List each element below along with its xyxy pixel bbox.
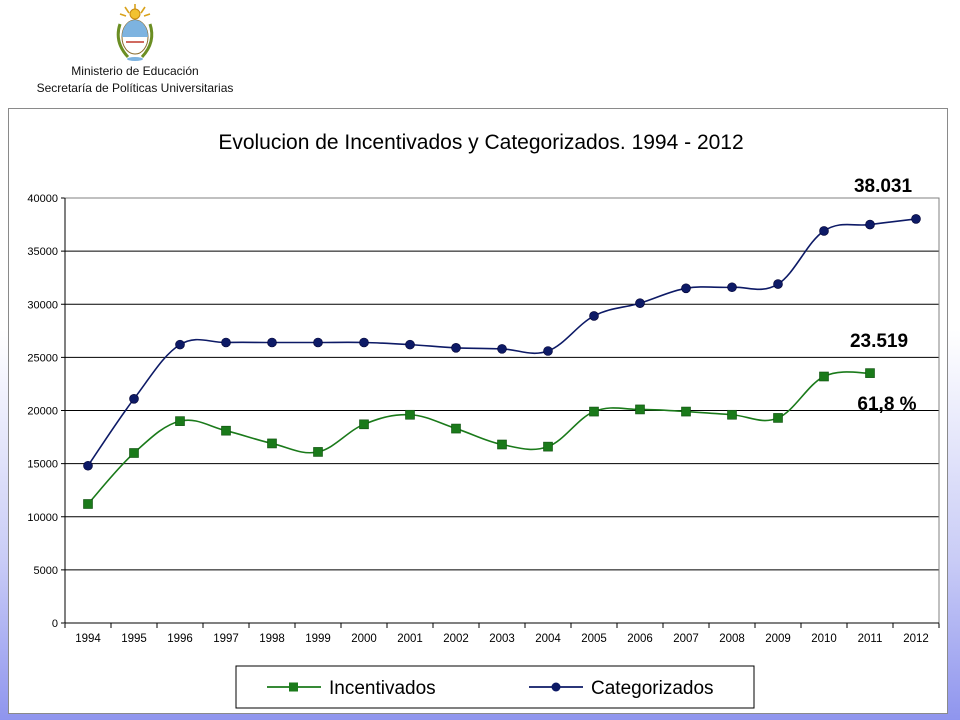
data-point xyxy=(83,499,93,509)
legend-item-categorizados: Categorizados xyxy=(529,678,714,699)
annotation-incentivados-total: 23.519 xyxy=(850,331,908,352)
legend-marker xyxy=(289,682,298,692)
x-tick-label: 2004 xyxy=(535,633,561,645)
y-tick-label: 35000 xyxy=(27,246,58,258)
data-point xyxy=(451,343,461,353)
y-tick-label: 40000 xyxy=(27,193,58,205)
data-point xyxy=(405,409,415,420)
plot-area xyxy=(64,197,940,624)
legend-marker xyxy=(551,682,561,692)
data-point xyxy=(543,346,553,356)
legend-label: Categorizados xyxy=(591,678,714,699)
secretariat-name: Secretaría de Políticas Universitarias xyxy=(36,81,234,95)
y-tick-label: 5000 xyxy=(34,565,58,577)
y-tick-label: 25000 xyxy=(27,352,58,364)
annotation-categorizados-total: 38.031 xyxy=(854,176,913,197)
data-point xyxy=(635,404,645,415)
y-tick-label: 15000 xyxy=(27,459,58,471)
data-point xyxy=(727,282,737,293)
data-point xyxy=(175,416,185,426)
data-point xyxy=(175,339,185,350)
data-point xyxy=(543,441,553,452)
x-axis-ticks: 1994 1995 1996 1997 1998 1999 2000 2001 2002 2003… xyxy=(64,623,940,645)
series-incentivados xyxy=(83,368,875,509)
series-categorizados xyxy=(83,214,921,471)
x-tick-label: 2000 xyxy=(351,633,377,645)
y-tick-label: 30000 xyxy=(27,299,58,311)
x-tick-label: 2001 xyxy=(397,633,423,645)
x-tick-label: 1998 xyxy=(259,633,285,645)
y-tick-label: 10000 xyxy=(27,512,58,524)
x-tick-label: 2010 xyxy=(811,633,837,645)
data-point xyxy=(359,337,369,348)
series-line xyxy=(87,371,871,505)
x-tick-label: 2005 xyxy=(581,633,607,645)
data-point xyxy=(681,283,691,294)
x-tick-label: 2012 xyxy=(903,633,929,645)
legend: Incentivados Categorizados xyxy=(235,665,755,709)
annotations: 38.031 23.519 61,8 % xyxy=(850,176,917,415)
data-point xyxy=(497,439,507,450)
series-group xyxy=(83,214,921,509)
data-point xyxy=(359,419,369,430)
data-point xyxy=(221,425,231,436)
data-point xyxy=(773,279,783,289)
line-chart: Evolucion de Incentivados y Categorizado… xyxy=(27,131,940,709)
header: Ministerio de Educación Secretaría de Po… xyxy=(0,0,270,100)
x-tick-label: 2003 xyxy=(489,633,515,645)
annotation-percentage: 61,8 % xyxy=(857,394,916,415)
x-tick-label: 2002 xyxy=(443,633,469,645)
data-point xyxy=(451,423,461,434)
y-axis-ticks: 0 5000 10000 15000 20000 25000 30000 35000 40000 xyxy=(27,193,65,630)
data-point xyxy=(865,368,875,378)
data-point xyxy=(589,406,599,417)
legend-label: Incentivados xyxy=(329,678,436,699)
y-tick-label: 20000 xyxy=(27,406,58,418)
x-tick-label: 2009 xyxy=(765,633,791,645)
x-tick-label: 1995 xyxy=(121,633,147,645)
legend-item-incentivados: Incentivados xyxy=(267,678,436,699)
data-point xyxy=(819,226,829,236)
data-point xyxy=(819,371,829,382)
x-tick-label: 2008 xyxy=(719,633,745,645)
data-point xyxy=(405,339,415,350)
x-tick-label: 1997 xyxy=(213,633,239,645)
legend-box xyxy=(235,665,755,709)
data-point xyxy=(221,337,231,348)
chart-title: Evolucion de Incentivados y Categorizado… xyxy=(218,131,743,154)
series-line xyxy=(87,218,917,467)
data-point xyxy=(313,337,323,348)
x-tick-label: 1996 xyxy=(167,633,193,645)
data-point xyxy=(267,337,277,348)
data-point xyxy=(497,344,507,354)
x-tick-label: 2007 xyxy=(673,633,699,645)
x-tick-label: 2006 xyxy=(627,633,653,645)
data-point xyxy=(589,311,599,321)
data-point xyxy=(773,413,783,423)
x-tick-label: 1999 xyxy=(305,633,331,645)
argentina-coat-of-arms-icon xyxy=(116,4,154,61)
ministry-name: Ministerio de Educación xyxy=(71,64,199,78)
x-tick-label: 1994 xyxy=(75,633,101,645)
data-point xyxy=(129,448,139,458)
data-point xyxy=(83,460,93,471)
data-point xyxy=(727,409,737,420)
data-point xyxy=(313,447,323,457)
y-tick-label: 0 xyxy=(52,618,58,630)
chart-frame: Evolucion de Incentivados y Categorizado… xyxy=(8,108,948,714)
chart-gridlines xyxy=(65,197,939,624)
x-tick-label: 2011 xyxy=(858,633,883,645)
data-point xyxy=(681,406,691,417)
data-point xyxy=(911,214,921,224)
data-point xyxy=(267,438,277,449)
data-point xyxy=(865,219,875,230)
data-point xyxy=(635,298,645,308)
data-point xyxy=(129,394,139,404)
